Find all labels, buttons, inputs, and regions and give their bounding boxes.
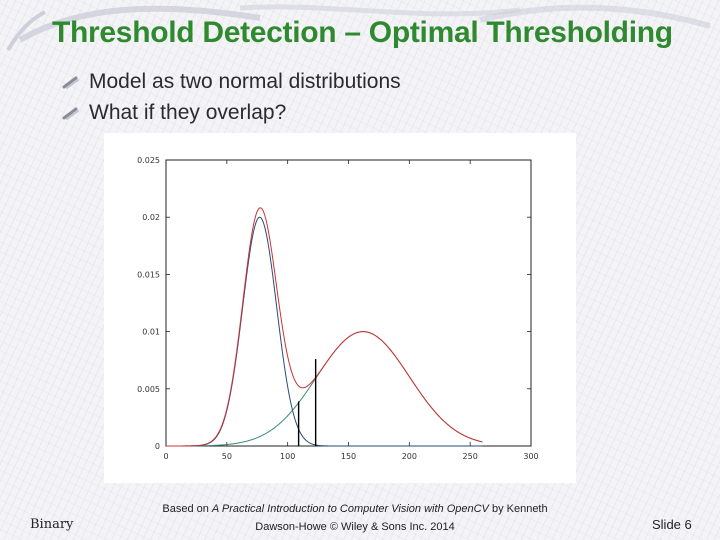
x-tick-label: 250 xyxy=(463,452,478,461)
x-tick-label: 100 xyxy=(280,452,295,461)
x-tick-label: 200 xyxy=(402,452,417,461)
y-tick-label: 0.01 xyxy=(142,328,160,337)
series-distribution-2-line xyxy=(166,331,483,447)
x-tick-label: 300 xyxy=(523,452,538,461)
bullet-icon xyxy=(62,76,79,89)
y-tick-label: 0.015 xyxy=(137,270,160,279)
bullet-text: Model as two normal distributions xyxy=(89,69,401,93)
bullet-list: Model as two normal distributions What i… xyxy=(62,66,401,128)
y-tick-label: 0.005 xyxy=(137,385,160,394)
x-tick-label: 0 xyxy=(163,452,168,461)
y-tick-label: 0 xyxy=(155,442,160,451)
chart-image: 0 50 100 150 200 250 300 0 0.005 0.01 0.015 0.02 0.0… xyxy=(104,133,576,483)
bullet-icon xyxy=(62,107,79,120)
x-tick-label: 50 xyxy=(222,452,232,461)
bullet-item: Model as two normal distributions xyxy=(62,66,401,97)
distribution-chart: 0 50 100 150 200 250 300 0 0.005 0.01 0.015 0.02 0.0… xyxy=(137,156,539,461)
footer-citation: Based on A Practical Introduction to Com… xyxy=(150,500,560,536)
slide-title: Threshold Detection – Optimal Thresholdi… xyxy=(52,16,673,49)
footer-topic: Binary xyxy=(30,517,74,532)
slide-number: Slide 6 xyxy=(652,517,692,532)
bullet-item: What if they overlap? xyxy=(62,97,401,128)
y-tick-label: 0.025 xyxy=(137,156,160,165)
title-swoosh-decoration xyxy=(6,4,711,52)
bullet-text: What if they overlap? xyxy=(89,100,287,124)
plot-frame xyxy=(165,159,532,447)
series-total-line xyxy=(166,207,483,447)
y-tick-label: 0.02 xyxy=(142,213,160,222)
citation-prefix: Based on xyxy=(162,503,209,515)
x-tick-label: 150 xyxy=(341,452,356,461)
citation-author: by Kenneth Dawson-Howe © Wiley & Sons In… xyxy=(255,503,548,533)
citation-book-title: A Practical Introduction to Computer Vis… xyxy=(211,503,489,515)
